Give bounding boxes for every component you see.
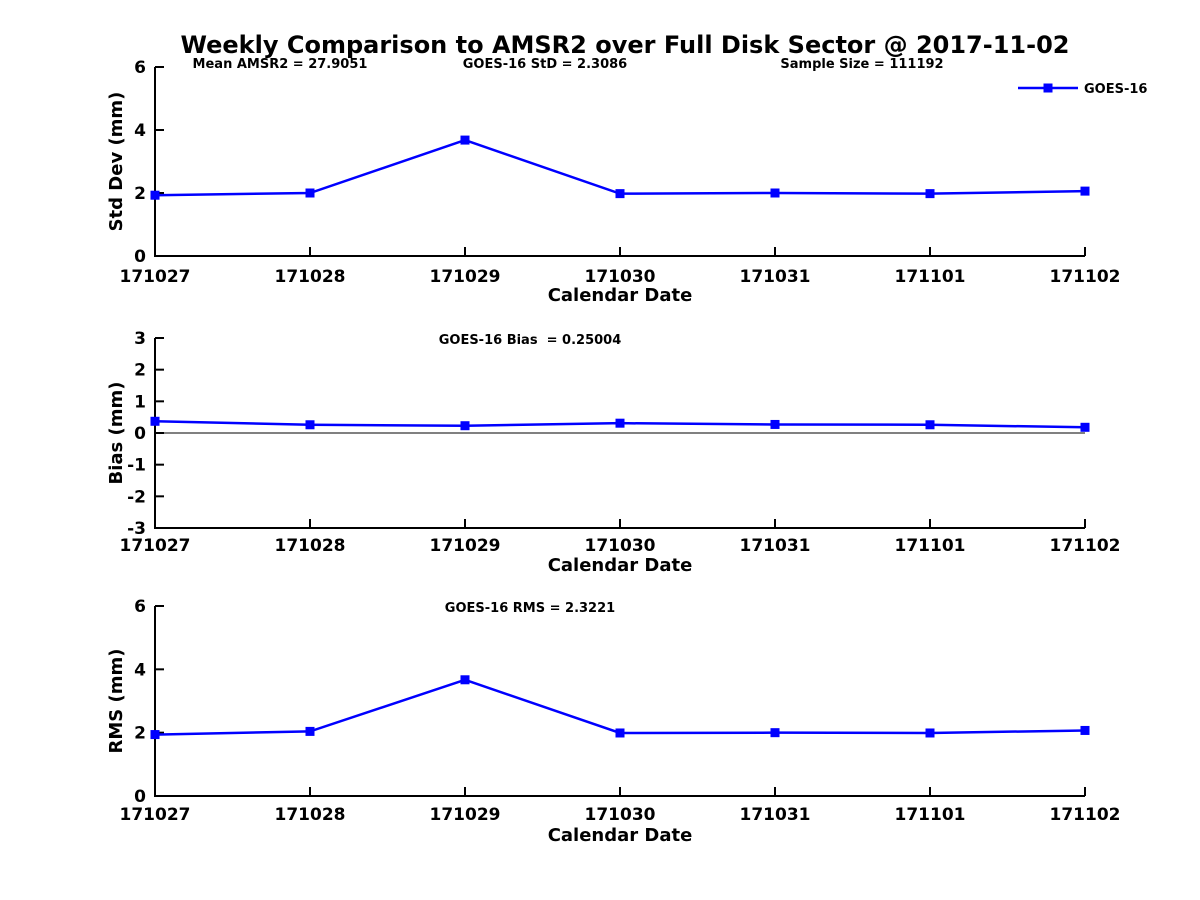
y-axis-label: Std Dev (mm) — [106, 92, 127, 232]
stat-annotation: GOES-16 StD = 2.3086 — [463, 57, 627, 72]
data-point-marker — [150, 190, 160, 200]
data-point-marker — [770, 188, 780, 198]
x-tick-label: 171031 — [740, 805, 811, 825]
subplot-rms-mm: 0 2 4 6 171027 171028 171029 171030 171031 171101… — [106, 597, 1120, 846]
data-point-marker — [925, 728, 935, 738]
y-tick-label: 6 — [134, 58, 146, 78]
data-point-marker — [1080, 422, 1090, 432]
x-tick-label: 171028 — [275, 805, 346, 825]
data-point-marker — [305, 420, 315, 430]
x-tick-label: 171101 — [895, 267, 966, 287]
x-tick-label: 171031 — [740, 536, 811, 556]
x-tick-label: 171029 — [430, 536, 501, 556]
y-tick-label: 6 — [134, 597, 146, 617]
data-point-marker — [770, 419, 780, 429]
x-tick-label: 171029 — [430, 267, 501, 287]
y-tick-label: 2 — [134, 361, 146, 381]
y-tick-label: 4 — [134, 121, 146, 141]
data-point-marker — [615, 418, 625, 428]
stat-annotation: Mean AMSR2 = 27.9051 — [193, 57, 368, 72]
data-point-marker — [460, 421, 470, 431]
x-tick-label: 171027 — [120, 536, 191, 556]
x-axis-label: Calendar Date — [548, 285, 693, 306]
x-tick-label: 171101 — [895, 536, 966, 556]
series-line-goes-16 — [154, 678, 1086, 736]
y-tick-label: 0 — [134, 787, 146, 807]
chart-title: Weekly Comparison to AMSR2 over Full Dis… — [180, 31, 1070, 59]
stat-annotation: GOES-16 RMS = 2.3221 — [445, 601, 615, 616]
x-tick-label: 171028 — [275, 536, 346, 556]
legend: GOES-16 — [1018, 82, 1147, 97]
data-point-marker — [615, 189, 625, 199]
y-axis-label: Bias (mm) — [106, 382, 127, 485]
data-point-marker — [305, 188, 315, 198]
y-tick-label: 4 — [134, 660, 146, 680]
series-line-goes-16 — [154, 138, 1086, 197]
legend-marker — [1043, 83, 1053, 93]
data-point-marker — [770, 728, 780, 738]
y-tick-label: 1 — [134, 392, 146, 412]
x-tick-label: 171101 — [895, 805, 966, 825]
y-tick-label: 2 — [134, 184, 146, 204]
stat-annotation: Sample Size = 111192 — [780, 57, 943, 72]
data-point-marker — [925, 189, 935, 199]
x-tick-label: 171027 — [120, 267, 191, 287]
data-point-marker — [460, 135, 470, 145]
y-tick-label: -3 — [127, 519, 146, 539]
legend-label: GOES-16 — [1084, 82, 1147, 97]
y-tick-label: 0 — [134, 247, 146, 267]
x-tick-label: 171027 — [120, 805, 191, 825]
data-point-marker — [150, 730, 160, 740]
x-axis-label: Calendar Date — [548, 555, 693, 576]
stat-annotation: GOES-16 Bias = 0.25004 — [439, 333, 622, 348]
x-tick-label: 171102 — [1050, 805, 1121, 825]
y-tick-label: 2 — [134, 724, 146, 744]
x-tick-label: 171028 — [275, 267, 346, 287]
x-axis-label: Calendar Date — [548, 825, 693, 846]
x-tick-label: 171102 — [1050, 536, 1121, 556]
x-tick-label: 171030 — [585, 267, 656, 287]
data-point-marker — [305, 726, 315, 736]
y-tick-label: -1 — [127, 456, 146, 476]
y-tick-label: 0 — [134, 424, 146, 444]
x-tick-label: 171031 — [740, 267, 811, 287]
subplot-std-dev-mm: 0 2 4 6 171027 171028 171029 171030 171031 171101… — [106, 57, 1120, 306]
data-point-marker — [925, 420, 935, 430]
x-tick-label: 171102 — [1050, 267, 1121, 287]
data-point-marker — [460, 675, 470, 685]
y-axis-label: RMS (mm) — [106, 649, 127, 754]
data-point-marker — [615, 728, 625, 738]
data-point-marker — [150, 416, 160, 426]
x-tick-label: 171030 — [585, 805, 656, 825]
x-tick-label: 171029 — [430, 805, 501, 825]
y-tick-label: -2 — [127, 487, 146, 507]
data-point-marker — [1080, 186, 1090, 196]
y-tick-label: 3 — [134, 329, 146, 349]
data-point-marker — [1080, 725, 1090, 735]
subplot-bias-mm: -3 -2 -1 0 1 2 3 171027 171028 171029 171030 171031… — [106, 329, 1120, 576]
x-tick-label: 171030 — [585, 536, 656, 556]
